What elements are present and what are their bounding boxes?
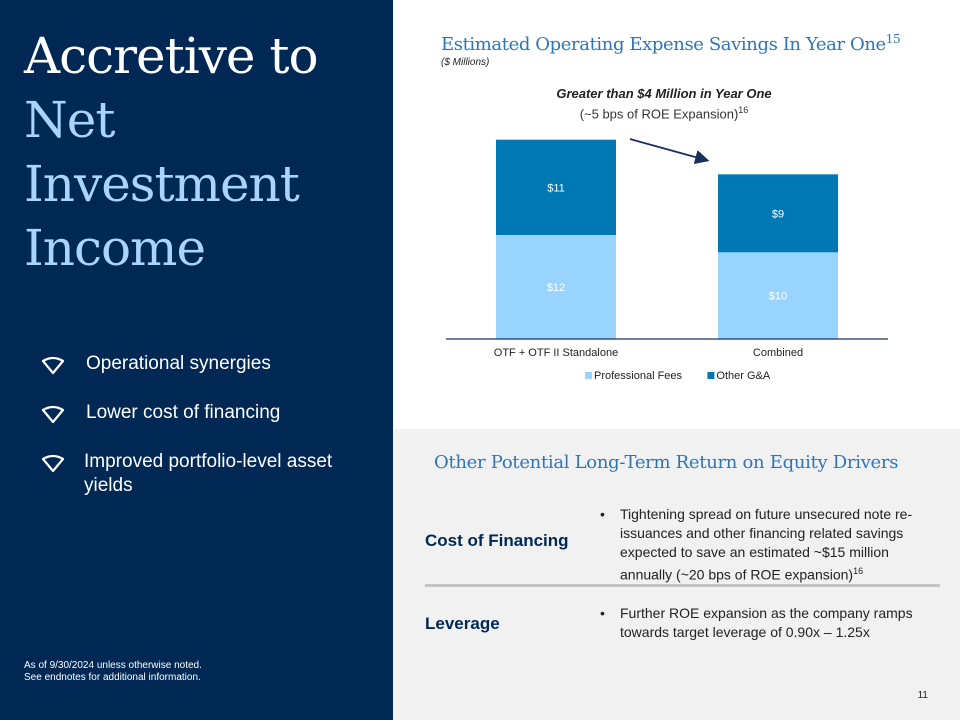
driver-text: Further ROE expansion as the company ram… <box>620 605 913 640</box>
driver-endnote: 16 <box>853 566 864 576</box>
section-divider <box>425 584 940 587</box>
bullet-item: Operational synergies <box>40 352 380 377</box>
bullet-text: Improved portfolio-level asset yields <box>84 451 333 496</box>
bullet-text: Operational synergies <box>86 353 271 374</box>
callout-endnote: 16 <box>738 105 749 115</box>
callout-sub-text: (~5 bps of ROE Expansion) <box>579 106 739 122</box>
bullet-dot: • <box>600 605 605 621</box>
boat-hull-icon <box>41 356 65 375</box>
bar-segment-professional-fees <box>496 235 616 339</box>
callout-sub: (~5 bps of ROE Expansion)16 <box>460 102 868 122</box>
bar-segment-other-g-a <box>496 139 616 235</box>
boat-hull-icon <box>41 405 65 424</box>
driver-description-cost-of-financing: • Tightening spread on future unsecured … <box>600 505 940 585</box>
footnote: As of 9/30/2024 unless otherwise noted. … <box>24 660 202 684</box>
lower-panel <box>393 429 960 720</box>
boat-hull-icon <box>41 454 65 473</box>
legend-swatch <box>707 372 715 379</box>
chart-category-labels: OTF + OTF II Standalone Combined <box>494 347 803 359</box>
bullet-text: Lower cost of financing <box>86 402 281 423</box>
bar-value-label: $10 <box>769 291 787 303</box>
headline-line-4: Income <box>24 219 206 277</box>
driver-label-leverage: Leverage <box>425 614 500 633</box>
legend-label: Professional Fees <box>594 370 683 382</box>
chart-title-text: Estimated Operating Expense Savings In Y… <box>441 34 886 55</box>
callout-arrow <box>629 138 710 165</box>
lower-section-title: Other Potential Long-Term Return on Equi… <box>434 452 899 473</box>
chart-title-endnote: 15 <box>885 32 901 46</box>
callout-bold: Greater than $4 Million in Year One <box>556 86 772 101</box>
chart-callout: Greater than $4 Million in Year One (~5 … <box>460 86 868 122</box>
driver-label-cost-of-financing: Cost of Financing <box>425 531 569 550</box>
headline-line-2: Net <box>24 91 115 149</box>
legend-label: Other G&A <box>716 370 770 382</box>
chart-bars: $12 $11 $10 $9 <box>496 139 838 339</box>
driver-description-leverage: • Further ROE expansion as the company r… <box>600 604 940 642</box>
left-panel <box>0 0 393 720</box>
bar-value-label: $11 <box>547 182 565 194</box>
expense-savings-chart: $12 $11 $10 $9 OTF + OTF II Standalone Combi… <box>446 138 888 382</box>
bullet-item: Improved portfolio-level asset yields <box>40 450 380 498</box>
chart-legend: Professional Fees Other G&A <box>585 370 771 382</box>
legend-swatch <box>585 372 592 379</box>
footnote-line-1: As of 9/30/2024 unless otherwise noted. <box>24 660 202 671</box>
headline: Accretive to Net Investment Income <box>24 24 384 280</box>
category-label: OTF + OTF II Standalone <box>494 347 618 359</box>
category-label: Combined <box>753 347 803 359</box>
headline-line-3: Investment <box>24 155 300 213</box>
bar-value-label: $12 <box>547 282 565 294</box>
bar-value-label: $9 <box>772 208 784 220</box>
bar-segment-professional-fees <box>718 252 838 339</box>
page-number: 11 <box>917 690 928 701</box>
chart-title: Estimated Operating Expense Savings In Y… <box>441 32 901 55</box>
bullet-dot: • <box>600 506 605 522</box>
headline-line-1: Accretive to <box>24 27 319 85</box>
bullet-item: Lower cost of financing <box>40 401 380 426</box>
chart-unit: ($ Millions) <box>441 57 490 68</box>
bar-segment-other-g-a <box>718 174 838 253</box>
footnote-line-2: See endnotes for additional information. <box>24 672 201 683</box>
driver-text: Tightening spread on future unsecured no… <box>620 506 913 583</box>
